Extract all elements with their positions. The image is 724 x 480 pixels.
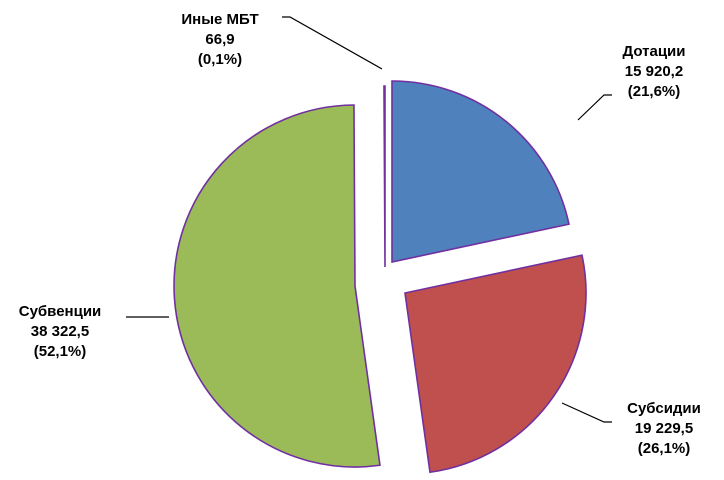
- label-name-inye-mbt: Иные МБТ: [181, 11, 258, 28]
- pie-slice-inye-mbt: [383, 85, 386, 268]
- label-value-inye-mbt: 66,9: [205, 31, 234, 48]
- label-value-subsidii: 19 229,5: [635, 420, 693, 437]
- pie-slice-subsidii: [404, 254, 587, 474]
- label-name-subsidii: Субсидии: [627, 400, 701, 417]
- label-percent-dotacii: (21,6%): [628, 83, 681, 100]
- label-percent-subvencii: (52,1%): [34, 343, 87, 360]
- label-value-dotacii: 15 920,2: [625, 63, 683, 80]
- pie-slice-dotacii: [391, 80, 570, 263]
- leader-line-inye-mbt: [282, 16, 383, 70]
- label-name-dotacii: Дотации: [622, 43, 685, 60]
- leader-line-dotacii: [577, 94, 612, 121]
- label-percent-subsidii: (26,1%): [638, 440, 691, 457]
- label-percent-inye-mbt: (0,1%): [198, 51, 242, 68]
- data-label-subvencii: Субвенции 38 322,5 (52,1%): [19, 303, 102, 360]
- pie-slice-subvencii: [173, 104, 381, 468]
- data-label-dotacii: Дотации 15 920,2 (21,6%): [622, 43, 685, 100]
- data-label-inye-mbt: Иные МБТ 66,9 (0,1%): [181, 11, 258, 68]
- data-label-subsidii: Субсидии 19 229,5 (26,1%): [627, 400, 701, 457]
- label-name-subvencii: Субвенции: [19, 303, 102, 320]
- label-value-subvencii: 38 322,5: [31, 323, 89, 340]
- leader-line-subsidii: [561, 402, 612, 423]
